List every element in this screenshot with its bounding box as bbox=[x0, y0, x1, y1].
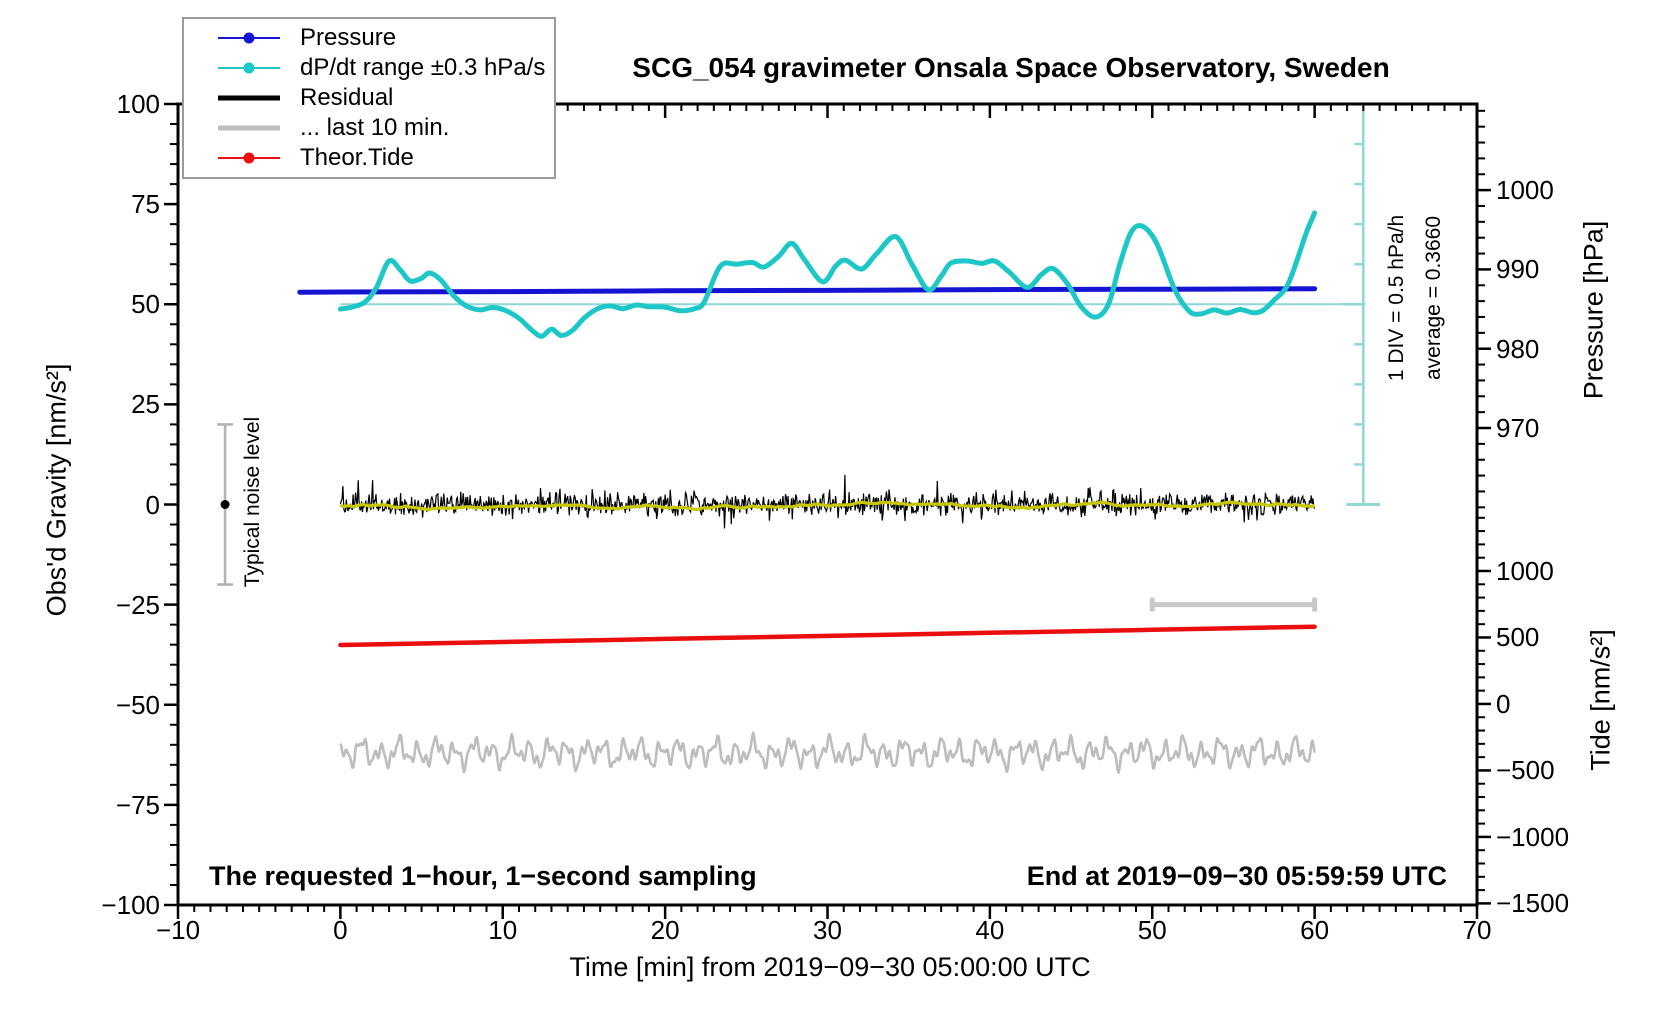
last10-line-swatch bbox=[218, 113, 280, 143]
pressure-tick-label: 990 bbox=[1496, 254, 1540, 285]
x-tick-label: 60 bbox=[1300, 915, 1330, 945]
x-tick-label: 70 bbox=[1462, 915, 1492, 945]
tide-tick-label: 500 bbox=[1496, 622, 1540, 653]
gravity-tick-label: −100 bbox=[101, 890, 160, 920]
gravity-tick-label: −50 bbox=[115, 689, 160, 720]
gravity-tick-label: 25 bbox=[131, 389, 160, 420]
legend-item-last10: ... last 10 min. bbox=[184, 113, 554, 143]
pressure-tick-label: 970 bbox=[1496, 413, 1540, 443]
tide-tick-label: 0 bbox=[1496, 688, 1511, 719]
residual-trace bbox=[339, 474, 1316, 529]
x-tick-label: 0 bbox=[333, 915, 348, 945]
dpdt-curve bbox=[337, 210, 1318, 339]
legend-box: Pressure dP/dt range ±0.3 hPa/s Residual… bbox=[182, 17, 556, 179]
chart-title: SCG_054 gravimeter Onsala Space Observat… bbox=[632, 52, 1390, 83]
theor-tide-line bbox=[338, 624, 1317, 648]
end-time-note: End at 2019−09−30 05:59:59 UTC bbox=[1026, 861, 1447, 891]
pressure-line bbox=[297, 286, 1318, 295]
x-tick-label: 40 bbox=[975, 915, 1005, 945]
gravity-tick-label: −25 bbox=[115, 589, 160, 620]
legend-marker-dot bbox=[243, 62, 255, 74]
legend-marker-dot bbox=[243, 32, 255, 44]
legend-label: Theor.Tide bbox=[300, 144, 414, 171]
legend-label: ... last 10 min. bbox=[300, 114, 450, 141]
last10-trace bbox=[339, 731, 1316, 775]
legend-label: dP/dt range ±0.3 hPa/s bbox=[300, 54, 546, 81]
gravity-tick-label: 100 bbox=[116, 89, 160, 119]
legend-item-residual: Residual bbox=[184, 83, 554, 113]
tide-tick-label: 1000 bbox=[1496, 555, 1554, 586]
x-tick-label: 30 bbox=[813, 915, 842, 945]
noise-bar-dot bbox=[220, 500, 230, 509]
gravity-tick-label: 75 bbox=[131, 189, 160, 220]
y-axis-label: Obs'd Gravity [nm/s²] bbox=[41, 363, 72, 617]
tide-tick-label: −1000 bbox=[1496, 821, 1570, 852]
pressure-tick-label: 980 bbox=[1496, 333, 1540, 364]
residual-smoothed-line bbox=[339, 500, 1316, 512]
legend-label: Residual bbox=[300, 84, 394, 111]
gravity-tick-label: 0 bbox=[145, 489, 160, 520]
legend-rows: Pressure dP/dt range ±0.3 hPa/s Residual… bbox=[184, 19, 554, 173]
legend-marker-dot bbox=[243, 152, 255, 164]
tide-line-swatch bbox=[218, 143, 280, 173]
x-tick-label: 20 bbox=[650, 915, 680, 945]
x-axis-label: Time [min] from 2019−09−30 05:00:00 UTC bbox=[569, 952, 1091, 982]
legend-item-tide: Theor.Tide bbox=[184, 143, 554, 173]
legend-item-pressure: Pressure bbox=[184, 23, 554, 53]
x-tick-label: 50 bbox=[1137, 915, 1167, 945]
sampling-note: The requested 1−hour, 1−second sampling bbox=[209, 861, 757, 891]
legend-label: Pressure bbox=[300, 24, 397, 51]
x-tick-label: −10 bbox=[155, 915, 201, 945]
noise-level-label: Typical noise level bbox=[241, 416, 264, 588]
legend-line-sample bbox=[218, 95, 280, 101]
pressure-line-swatch bbox=[218, 23, 280, 53]
legend-item-dpdt: dP/dt range ±0.3 hPa/s bbox=[184, 53, 554, 83]
gravity-tick-label: 50 bbox=[131, 289, 160, 320]
residual-line-swatch bbox=[218, 83, 280, 113]
gravity-tick-label: −75 bbox=[115, 789, 160, 820]
dpdt-line-swatch bbox=[218, 53, 280, 83]
legend-line-sample bbox=[218, 125, 280, 131]
x-tick-label: 10 bbox=[488, 915, 518, 945]
tide-axis-label: Tide [nm/s²] bbox=[1585, 629, 1616, 771]
pressure-axis-label: Pressure [hPa] bbox=[1578, 220, 1609, 400]
tide-tick-label: −1500 bbox=[1496, 888, 1570, 919]
pressure-tick-label: 1000 bbox=[1496, 175, 1554, 206]
tide-tick-label: −500 bbox=[1496, 755, 1555, 786]
div-scale-note: 1 DIV = 0.5 hPa/h bbox=[1385, 214, 1408, 382]
average-note: average = 0.3660 bbox=[1422, 215, 1445, 381]
